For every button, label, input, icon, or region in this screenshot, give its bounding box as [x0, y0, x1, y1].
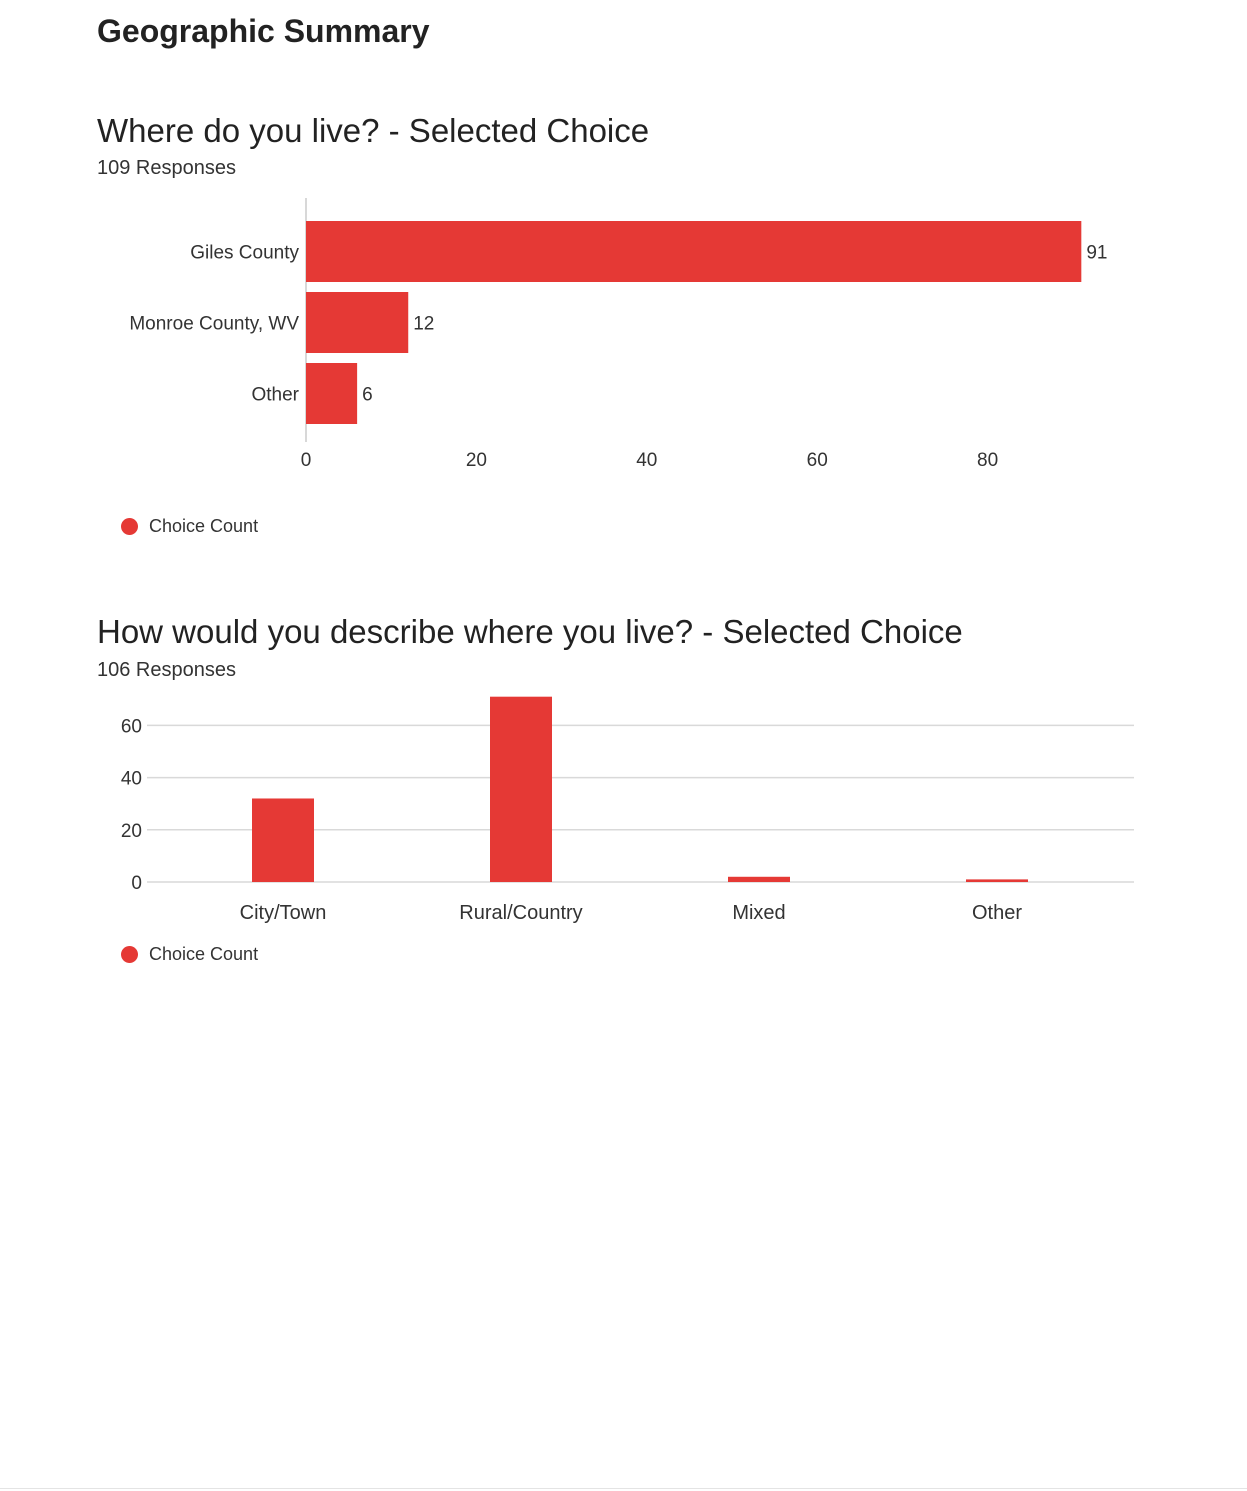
- question-1-responses: 109 Responses: [97, 157, 236, 179]
- chart-2-legend: Choice Count: [121, 944, 258, 965]
- x-tick-label: 0: [301, 450, 312, 471]
- question-2-responses: 106 Responses: [97, 659, 236, 681]
- page-title: Geographic Summary: [97, 13, 430, 49]
- legend-marker: [121, 946, 138, 963]
- question-1-title: Where do you live? - Selected Choice: [97, 112, 650, 149]
- legend-label: Choice Count: [149, 516, 259, 536]
- x-tick-label: 20: [466, 450, 487, 471]
- y-tick-label: 60: [121, 716, 142, 737]
- bar-2: [306, 363, 358, 424]
- bar-0: [252, 798, 314, 882]
- bar-3: [966, 879, 1028, 882]
- y-tick-label: 0: [131, 873, 142, 894]
- category-label: Other: [251, 385, 299, 406]
- bar-1: [306, 292, 409, 353]
- y-tick-label: 20: [121, 821, 142, 842]
- page-bottom-rule: [0, 1488, 1247, 1489]
- x-tick-label: 60: [807, 450, 828, 471]
- category-label: Giles County: [190, 243, 299, 264]
- y-tick-label: 40: [121, 769, 142, 790]
- question-2-title: How would you describe where you live? -…: [97, 613, 963, 650]
- category-label: City/Town: [240, 902, 327, 924]
- vertical-bar-chart: 0 20 40 60 City/Town Rural/Country Mixed Other: [121, 696, 1134, 924]
- legend-label: Choice Count: [149, 944, 259, 964]
- category-label: Mixed: [732, 902, 785, 924]
- x-tick-label: 80: [977, 450, 998, 471]
- bar-1: [490, 696, 552, 882]
- data-label: 91: [1086, 243, 1107, 264]
- data-label: 12: [413, 314, 434, 335]
- bar-2: [728, 876, 790, 882]
- category-label: Monroe County, WV: [129, 314, 299, 335]
- category-label: Other: [972, 902, 1022, 924]
- bar-0: [306, 221, 1082, 282]
- chart-1-legend: Choice Count: [121, 516, 258, 537]
- legend-marker: [121, 518, 138, 535]
- data-label: 6: [362, 385, 373, 406]
- x-tick-label: 40: [636, 450, 657, 471]
- category-label: Rural/Country: [459, 902, 582, 924]
